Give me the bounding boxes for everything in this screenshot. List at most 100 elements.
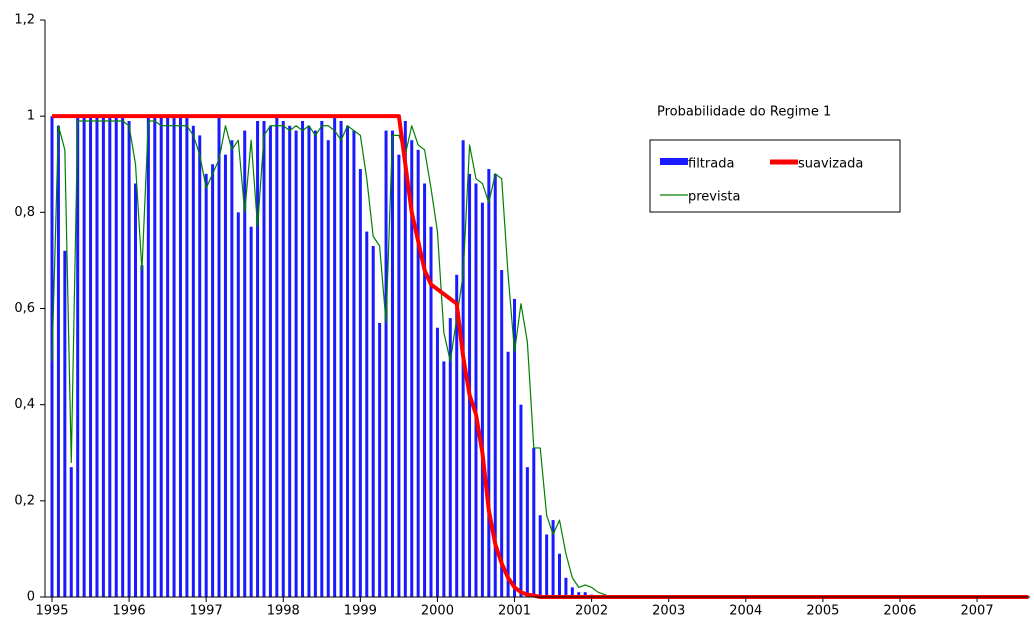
- bar: [429, 226, 433, 597]
- bar: [346, 125, 350, 598]
- x-tick-label: 2007: [961, 604, 994, 619]
- bar: [211, 164, 215, 597]
- y-tick-label: 0,2: [14, 493, 35, 508]
- bar: [384, 130, 388, 597]
- y-tick-label: 0,6: [14, 301, 35, 316]
- bar: [281, 120, 285, 597]
- bar: [230, 140, 234, 598]
- bar: [448, 318, 452, 597]
- bar: [545, 534, 549, 597]
- x-tick-label: 2006: [883, 604, 916, 619]
- bar: [63, 250, 67, 598]
- x-tick-label: 2000: [421, 604, 454, 619]
- bar: [564, 577, 568, 597]
- bar: [56, 125, 60, 598]
- bar: [371, 245, 375, 597]
- bar: [223, 154, 227, 597]
- bar: [185, 116, 189, 598]
- bar: [532, 447, 536, 597]
- bar: [378, 322, 382, 597]
- bar: [570, 587, 574, 597]
- bar: [365, 231, 369, 598]
- bar: [403, 120, 407, 597]
- bar: [455, 274, 459, 597]
- x-tick-label: 2003: [652, 604, 685, 619]
- bar: [313, 130, 317, 597]
- bar: [153, 116, 157, 598]
- y-tick-label: 0: [27, 590, 35, 605]
- bar: [159, 116, 163, 598]
- bar: [268, 125, 272, 598]
- x-tick-label: 1997: [190, 604, 223, 619]
- bar: [288, 125, 292, 598]
- bar: [95, 116, 99, 598]
- bar: [249, 226, 253, 597]
- bar: [320, 120, 324, 597]
- x-tick-label: 1996: [113, 604, 146, 619]
- x-tick-label: 1998: [267, 604, 300, 619]
- x-tick-label: 1999: [344, 604, 377, 619]
- bar: [121, 116, 125, 598]
- bar: [146, 116, 150, 598]
- bar: [513, 298, 517, 597]
- bar: [217, 116, 221, 598]
- y-tick-label: 1: [27, 109, 35, 124]
- bar: [352, 130, 356, 597]
- bar: [307, 125, 311, 598]
- bar: [410, 140, 414, 598]
- bar: [256, 120, 260, 597]
- bar: [301, 120, 305, 597]
- bar: [474, 183, 478, 597]
- x-tick-label: 2005: [806, 604, 839, 619]
- bar: [108, 116, 112, 598]
- bar: [178, 116, 182, 598]
- bar: [166, 116, 170, 598]
- bar: [423, 183, 427, 597]
- chart-title: Probabilidade do Regime 1: [657, 105, 831, 120]
- legend-label: prevista: [688, 190, 740, 205]
- y-tick-label: 1,2: [14, 13, 35, 28]
- bar: [435, 327, 439, 597]
- bar: [127, 120, 131, 597]
- bar: [339, 120, 343, 597]
- bar: [583, 592, 587, 597]
- legend-box: [649, 139, 901, 213]
- bar: [397, 154, 401, 597]
- bar: [69, 467, 73, 597]
- bar: [557, 553, 561, 597]
- x-tick-label: 2004: [729, 604, 762, 619]
- bar: [262, 120, 266, 597]
- bar: [551, 520, 555, 597]
- bar: [294, 130, 298, 597]
- legend-label: filtrada: [688, 157, 734, 172]
- bar: [204, 173, 208, 597]
- x-tick-label: 1995: [35, 604, 68, 619]
- bar: [101, 116, 105, 598]
- bar: [191, 125, 195, 598]
- bar: [500, 270, 504, 597]
- bar: [525, 467, 529, 597]
- bar: [487, 169, 491, 597]
- y-tick-label: 0,4: [14, 397, 35, 412]
- bar: [82, 116, 86, 598]
- bar: [480, 202, 484, 597]
- bar: [275, 116, 279, 598]
- bar: [236, 212, 240, 598]
- bar: [89, 116, 93, 598]
- bar: [390, 130, 394, 597]
- bar: [198, 135, 202, 597]
- bar: [243, 130, 247, 597]
- bar: [493, 173, 497, 597]
- bar: [172, 116, 176, 598]
- bar: [326, 140, 330, 598]
- bar: [114, 116, 118, 598]
- legend-label: suavizada: [798, 157, 863, 172]
- bar: [76, 116, 80, 598]
- bar: [333, 116, 337, 598]
- bar: [358, 169, 362, 597]
- bar: [519, 404, 523, 597]
- bar: [538, 515, 542, 597]
- x-tick-label: 2002: [575, 604, 608, 619]
- bar: [442, 361, 446, 597]
